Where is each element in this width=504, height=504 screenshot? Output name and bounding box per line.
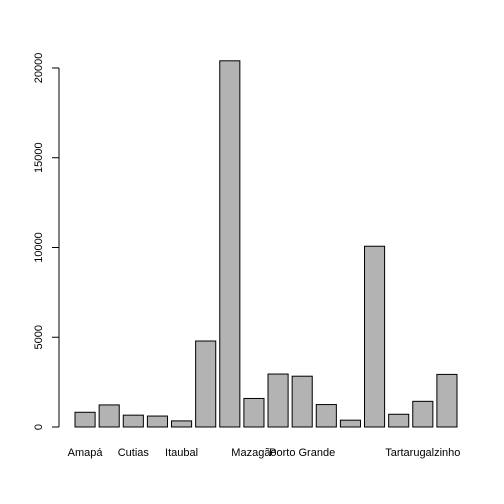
bar-15: [412, 400, 434, 428]
bar-16: [436, 373, 458, 428]
bar-4: [146, 415, 168, 428]
x-tick-label: Itaubal: [165, 447, 198, 459]
bar-5: [171, 420, 193, 428]
y-tick-label: 0: [33, 424, 45, 430]
bar-3: [122, 414, 144, 428]
bar-2: [98, 404, 120, 428]
x-tick-label: Amapá: [68, 447, 104, 459]
y-tick-label: 15000: [33, 142, 45, 173]
bars-group: [74, 60, 458, 428]
bar-8: [243, 397, 265, 428]
y-tick-label: 5000: [33, 325, 45, 349]
bar-13: [364, 245, 386, 428]
x-tick-label: Mazagão: [231, 447, 276, 459]
bar-14: [388, 413, 410, 428]
y-tick-label: 10000: [33, 232, 45, 263]
bar-12: [339, 419, 361, 428]
bar-7: [219, 60, 241, 428]
y-axis: 0 5000 10000 15000 20000: [33, 53, 60, 430]
x-tick-label: Tartarugalzinho: [385, 447, 460, 459]
x-tick-label: Cutias: [118, 447, 150, 459]
bar-10: [291, 375, 313, 428]
bar-9: [267, 373, 289, 428]
x-tick-label: Porto Grande: [269, 447, 335, 459]
bar-1: [74, 411, 96, 428]
bar-11: [315, 404, 337, 428]
y-tick-label: 20000: [33, 53, 45, 84]
bar-6: [195, 340, 217, 428]
